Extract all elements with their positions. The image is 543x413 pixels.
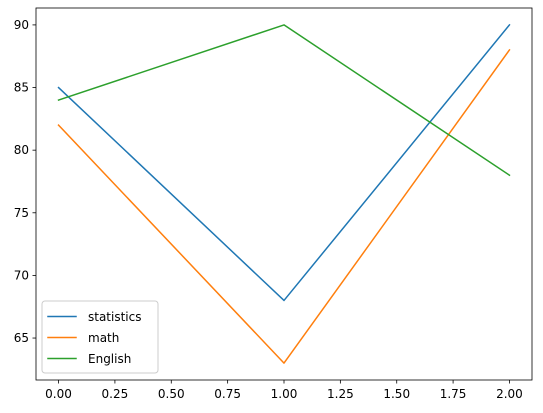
legend-label-2: English [88, 352, 131, 366]
x-tick-label: 1.00 [271, 387, 298, 401]
x-tick-label: 2.00 [496, 387, 523, 401]
y-tick-label: 70 [14, 268, 29, 282]
y-tick-label: 90 [14, 18, 29, 32]
x-tick-label: 0.25 [102, 387, 129, 401]
legend-box [41, 300, 159, 374]
plot-frame [35, 7, 533, 381]
x-tick-label: 0.75 [214, 387, 241, 401]
legend-label-1: math [88, 331, 119, 345]
series-layer [57, 23, 511, 364]
legend: statistics math English [41, 300, 159, 374]
x-tick-label: 1.25 [327, 387, 354, 401]
x-tick-label: 1.75 [440, 387, 467, 401]
x-tick-label: 1.50 [383, 387, 410, 401]
y-tick-label: 80 [14, 143, 29, 157]
y-tick-label: 85 [14, 81, 29, 95]
x-axis: 0.00 0.25 0.50 0.75 1.00 1.25 1.50 1.75 2.00 [45, 380, 523, 401]
x-tick-label: 0.00 [45, 387, 72, 401]
legend-label-0: statistics [88, 310, 142, 324]
y-axis: 65 70 75 80 85 90 [14, 18, 36, 345]
y-tick-label: 65 [14, 331, 29, 345]
x-tick-label: 0.50 [158, 387, 185, 401]
y-tick-label: 75 [14, 206, 29, 220]
